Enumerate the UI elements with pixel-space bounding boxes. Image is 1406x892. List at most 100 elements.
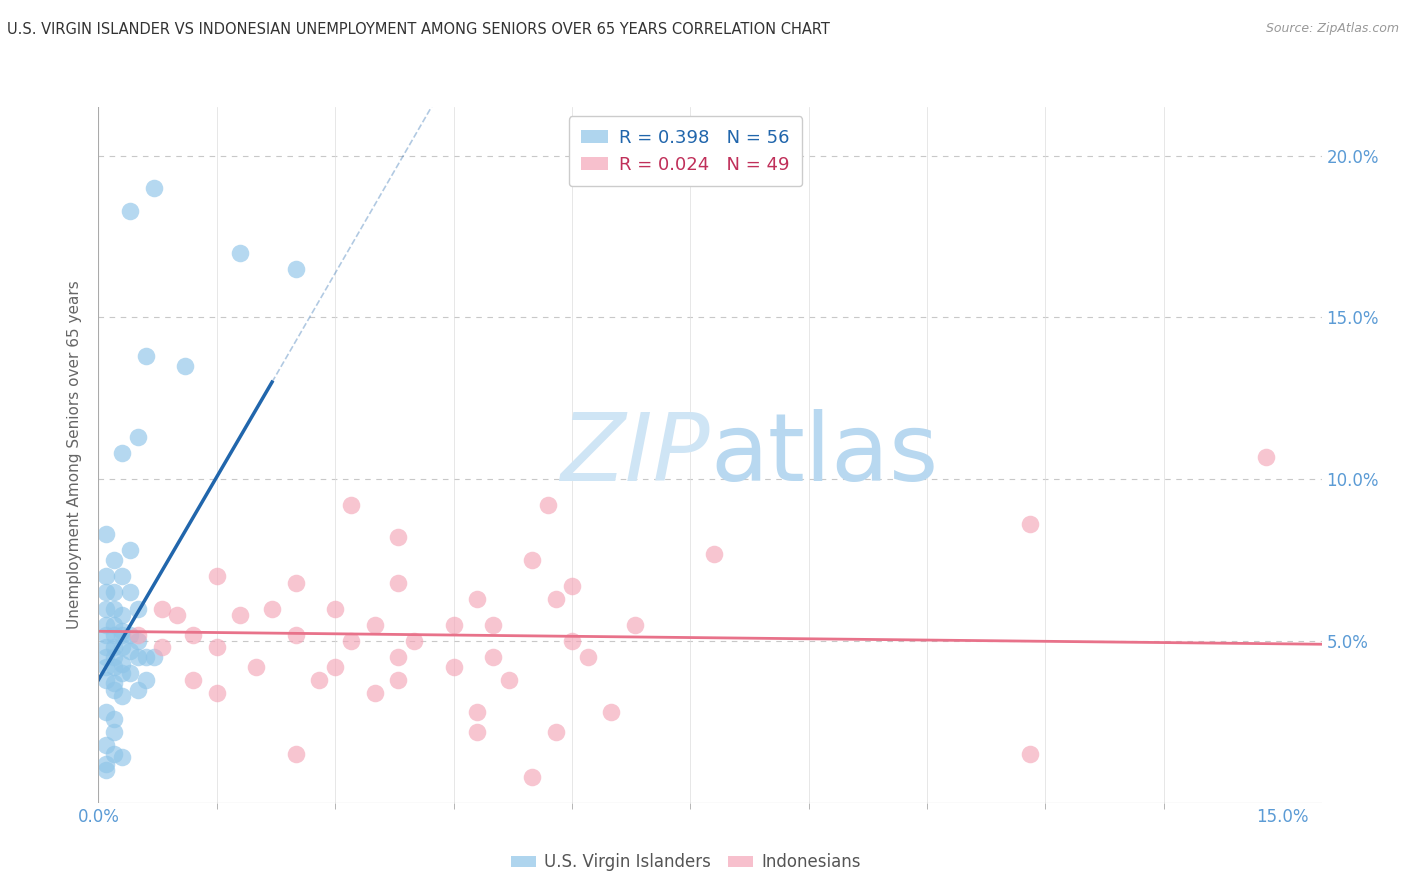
Point — [118, 627, 141, 641]
Point — [96, 601, 118, 615]
Point — [103, 553, 125, 567]
Point — [103, 747, 125, 762]
Point — [340, 634, 363, 648]
Point — [443, 660, 465, 674]
Point — [284, 575, 307, 590]
Point — [387, 673, 409, 687]
Point — [103, 676, 125, 690]
Point — [498, 673, 520, 687]
Point — [127, 601, 149, 615]
Point — [111, 750, 134, 764]
Point — [103, 585, 125, 599]
Point — [96, 585, 118, 599]
Point — [260, 601, 283, 615]
Point — [624, 617, 647, 632]
Point — [308, 673, 330, 687]
Point — [150, 640, 173, 655]
Point — [340, 498, 363, 512]
Point — [1018, 517, 1040, 532]
Point — [703, 547, 725, 561]
Point — [96, 705, 118, 719]
Point — [363, 617, 385, 632]
Point — [103, 627, 125, 641]
Point — [576, 650, 599, 665]
Text: ZIP: ZIP — [561, 409, 710, 500]
Point — [118, 643, 141, 657]
Point — [127, 430, 149, 444]
Point — [522, 770, 544, 784]
Point — [537, 498, 560, 512]
Point — [465, 724, 488, 739]
Point — [96, 673, 118, 687]
Point — [142, 650, 165, 665]
Point — [229, 245, 252, 260]
Point — [103, 712, 125, 726]
Text: U.S. VIRGIN ISLANDER VS INDONESIAN UNEMPLOYMENT AMONG SENIORS OVER 65 YEARS CORR: U.S. VIRGIN ISLANDER VS INDONESIAN UNEMP… — [7, 22, 830, 37]
Point — [103, 682, 125, 697]
Legend: U.S. Virgin Islanders, Indonesians: U.S. Virgin Islanders, Indonesians — [503, 847, 868, 878]
Point — [205, 686, 228, 700]
Point — [205, 569, 228, 583]
Point — [142, 181, 165, 195]
Text: Source: ZipAtlas.com: Source: ZipAtlas.com — [1265, 22, 1399, 36]
Point — [546, 724, 568, 739]
Point — [111, 608, 134, 623]
Point — [96, 617, 118, 632]
Point — [96, 764, 118, 778]
Point — [96, 527, 118, 541]
Point — [482, 650, 505, 665]
Point — [103, 640, 125, 655]
Point — [284, 747, 307, 762]
Point — [127, 627, 149, 641]
Point — [111, 624, 134, 639]
Point — [118, 543, 141, 558]
Point — [387, 575, 409, 590]
Point — [561, 579, 583, 593]
Point — [135, 650, 157, 665]
Point — [111, 640, 134, 655]
Point — [111, 657, 134, 671]
Point — [404, 634, 426, 648]
Point — [127, 650, 149, 665]
Point — [174, 359, 197, 373]
Point — [111, 569, 134, 583]
Y-axis label: Unemployment Among Seniors over 65 years: Unemployment Among Seniors over 65 years — [67, 281, 83, 629]
Point — [229, 608, 252, 623]
Point — [111, 666, 134, 681]
Point — [363, 686, 385, 700]
Point — [96, 650, 118, 665]
Point — [482, 617, 505, 632]
Point — [135, 349, 157, 363]
Point — [96, 640, 118, 655]
Point — [103, 617, 125, 632]
Point — [166, 608, 188, 623]
Point — [96, 627, 118, 641]
Point — [181, 627, 204, 641]
Point — [443, 617, 465, 632]
Point — [205, 640, 228, 655]
Point — [111, 446, 134, 460]
Point — [387, 650, 409, 665]
Point — [284, 261, 307, 276]
Text: atlas: atlas — [710, 409, 938, 501]
Point — [103, 650, 125, 665]
Point — [546, 591, 568, 606]
Point — [150, 601, 173, 615]
Point — [96, 660, 118, 674]
Point — [465, 591, 488, 606]
Point — [1256, 450, 1278, 464]
Point — [522, 553, 544, 567]
Point — [181, 673, 204, 687]
Point — [465, 705, 488, 719]
Point — [284, 627, 307, 641]
Point — [103, 724, 125, 739]
Point — [103, 660, 125, 674]
Point — [118, 203, 141, 218]
Point — [103, 601, 125, 615]
Point — [118, 666, 141, 681]
Point — [245, 660, 267, 674]
Point — [135, 673, 157, 687]
Point — [118, 585, 141, 599]
Point — [1018, 747, 1040, 762]
Point — [600, 705, 623, 719]
